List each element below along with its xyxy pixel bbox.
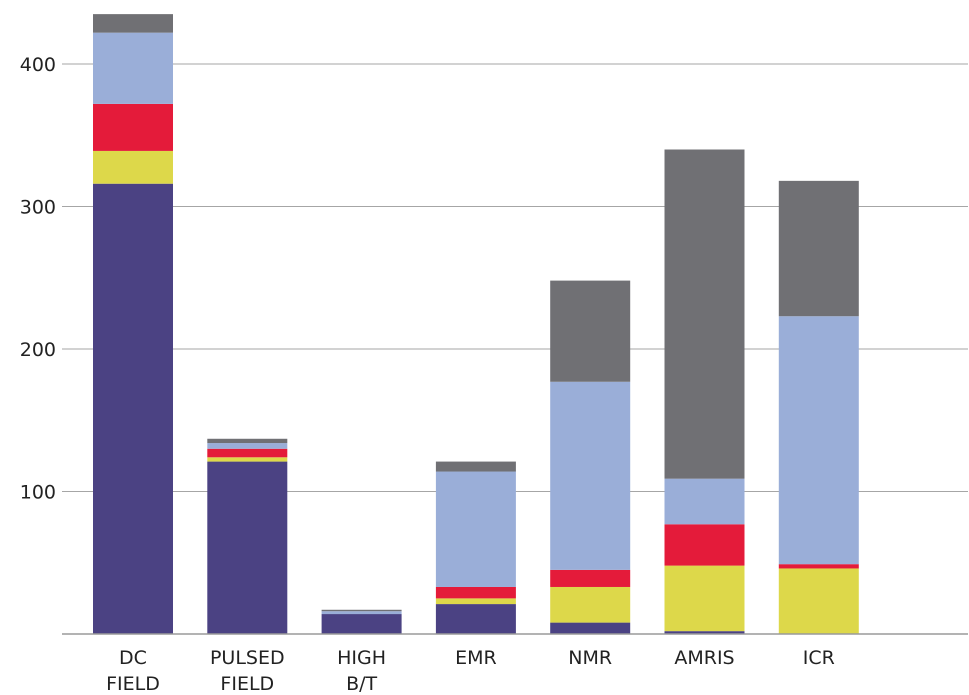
bar-segment-5-2 bbox=[664, 524, 745, 566]
category-label-0-0: DC bbox=[119, 647, 147, 669]
y-tick-label-300: 300 bbox=[20, 197, 56, 219]
bar-segment-4-4 bbox=[550, 280, 631, 382]
y-tick-label-400: 400 bbox=[20, 54, 56, 76]
bar-segment-1-1 bbox=[207, 457, 288, 462]
y-axis-tick-labels: 100 200 300 400 bbox=[20, 54, 56, 504]
bar-segment-4-2 bbox=[550, 569, 631, 587]
bar-segment-1-0 bbox=[207, 461, 288, 634]
bar-segment-4-1 bbox=[550, 586, 631, 623]
bar-segment-0-2 bbox=[93, 103, 173, 151]
bar-segment-3-4 bbox=[435, 461, 516, 472]
bar-segment-0-1 bbox=[93, 150, 173, 184]
x-axis-category-labels: DC FIELD PULSED FIELD HIGH B/T EMR NMR AMRIS ICR bbox=[106, 647, 835, 695]
category-label-3-0: EMR bbox=[455, 647, 497, 669]
bar-segment-2-3 bbox=[321, 611, 402, 615]
bar-segment-5-1 bbox=[664, 565, 745, 632]
category-label-1-1: FIELD bbox=[220, 673, 274, 695]
category-label-2-0: HIGH bbox=[337, 647, 386, 669]
category-label-6-0: ICR bbox=[803, 647, 835, 669]
bar-segment-1-3 bbox=[207, 443, 288, 449]
bar-segment-1-2 bbox=[207, 448, 288, 458]
bar-segment-3-2 bbox=[435, 586, 516, 599]
bar-segment-4-3 bbox=[550, 381, 631, 570]
bar-segment-5-4 bbox=[664, 149, 745, 479]
bars bbox=[93, 14, 859, 634]
bar-segment-4-0 bbox=[550, 622, 631, 634]
bar-segment-0-0 bbox=[93, 183, 173, 634]
category-label-1-0: PULSED bbox=[210, 647, 285, 669]
y-tick-label-100: 100 bbox=[20, 482, 56, 504]
bar-segment-6-2 bbox=[778, 564, 859, 569]
bar-segment-3-1 bbox=[435, 598, 516, 605]
bar-segment-6-4 bbox=[778, 180, 859, 317]
bar-segment-2-0 bbox=[321, 614, 402, 634]
bar-segment-1-4 bbox=[207, 438, 288, 444]
category-label-2-1: B/T bbox=[346, 673, 377, 695]
bar-segment-2-4 bbox=[321, 609, 402, 612]
bar-segment-5-0 bbox=[664, 631, 745, 634]
category-label-0-1: FIELD bbox=[106, 673, 160, 695]
category-label-5-0: AMRIS bbox=[674, 647, 734, 669]
category-label-4-0: NMR bbox=[568, 647, 612, 669]
bar-segment-0-3 bbox=[93, 32, 173, 104]
bar-segment-5-3 bbox=[664, 478, 745, 525]
bar-segment-6-1 bbox=[778, 568, 859, 634]
bar-segment-3-3 bbox=[435, 471, 516, 587]
bar-segment-0-4 bbox=[93, 14, 173, 33]
bar-segment-6-3 bbox=[778, 316, 859, 565]
y-tick-label-200: 200 bbox=[20, 339, 56, 361]
bar-segment-3-0 bbox=[435, 604, 516, 634]
